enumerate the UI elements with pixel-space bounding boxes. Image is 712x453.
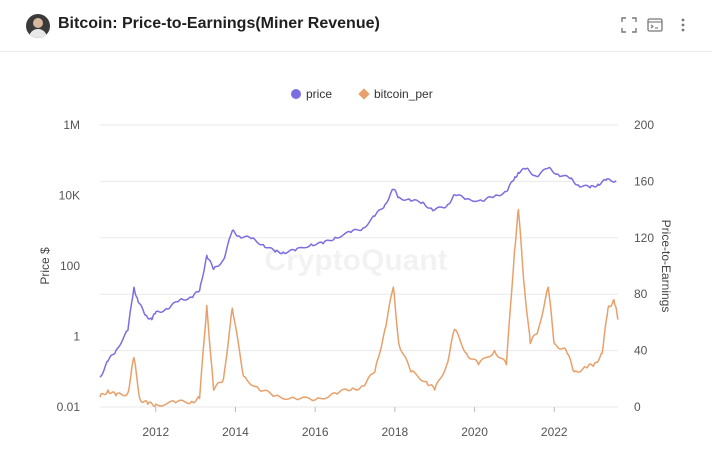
y-right-tick-label: 0 [634, 400, 641, 414]
chart-area: CryptoQuant 1M 10K 100 1 0.01 200 160 120 80 40 0 2… [0, 52, 712, 448]
y-right-tick-label: 120 [634, 231, 654, 245]
fullscreen-icon[interactable] [621, 17, 637, 33]
terminal-icon[interactable] [647, 17, 663, 33]
legend-label-bitcoin_per: bitcoin_per [374, 87, 433, 101]
series-line-bitcoin_per [99, 208, 619, 408]
y-right-tick-label: 80 [634, 287, 648, 301]
legend-label-price: price [306, 87, 332, 101]
y-right-tick-label: 200 [634, 118, 654, 132]
x-tick-label: 2012 [142, 425, 169, 439]
y-left-tick-label: 0.01 [57, 400, 81, 414]
watermark: CryptoQuant [264, 244, 447, 277]
y-right-tick-label: 160 [634, 174, 654, 188]
y-right-axis-title: Price-to-Earnings [659, 220, 673, 313]
more-vertical-icon[interactable] [675, 17, 691, 33]
series-line-price [99, 166, 617, 378]
card-header: Bitcoin: Price-to-Earnings(Miner Revenue… [0, 0, 712, 52]
y-left-axis-title: Price $ [38, 247, 52, 285]
legend-marker-price [291, 89, 301, 99]
line-chart: CryptoQuant 1M 10K 100 1 0.01 200 160 120 80 40 0 2… [38, 87, 673, 439]
y-right-tick-label: 40 [634, 344, 648, 358]
y-left-tick-label: 1M [63, 118, 80, 132]
x-tick-label: 2014 [222, 425, 249, 439]
x-tick-label: 2020 [461, 425, 488, 439]
avatar[interactable] [26, 14, 50, 38]
x-tick-label: 2022 [541, 425, 568, 439]
y-left-tick-label: 100 [60, 259, 80, 273]
legend-marker-bitcoin_per [358, 88, 370, 100]
chart-title: Bitcoin: Price-to-Earnings(Miner Revenue… [58, 15, 380, 32]
y-left-tick-label: 1 [73, 330, 80, 344]
x-tick-label: 2018 [382, 425, 409, 439]
y-left-tick-label: 10K [59, 189, 80, 203]
x-tick-label: 2016 [302, 425, 329, 439]
